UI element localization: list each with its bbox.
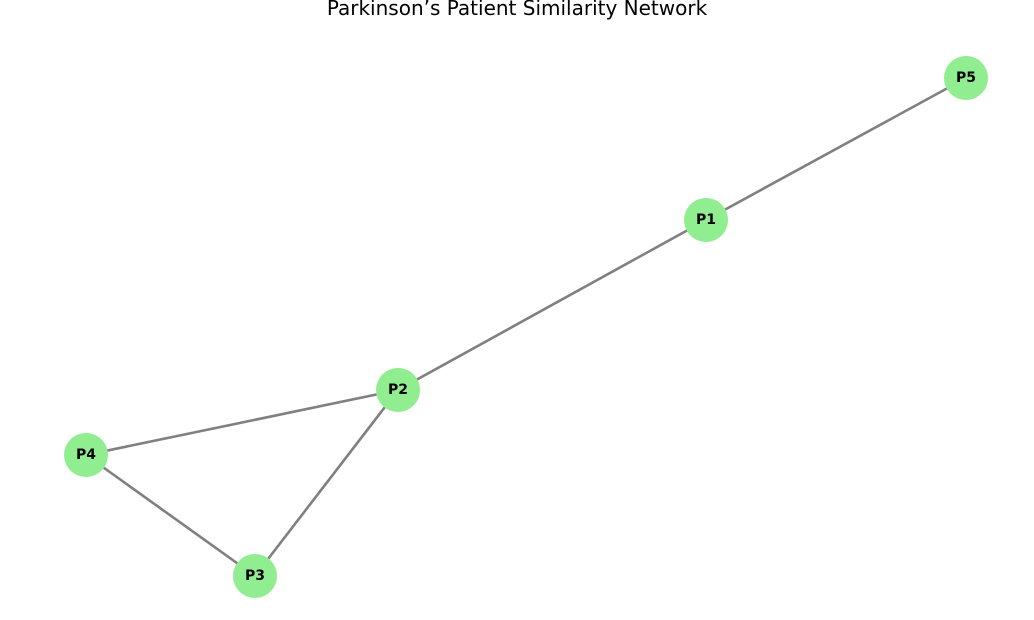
edge-p2-p3: [253, 389, 400, 577]
edge-p5-p1: [705, 76, 967, 222]
edge-p4-p3: [85, 453, 256, 578]
node-p2: P2: [376, 368, 420, 412]
node-p1: P1: [684, 198, 728, 242]
edge-p1-p2: [397, 218, 707, 392]
node-p5: P5: [944, 56, 988, 100]
nodes-layer: P1 P2 P3 P4 P5: [64, 56, 988, 598]
node-label: P2: [388, 382, 408, 398]
node-label: P3: [245, 568, 265, 584]
node-p3: P3: [233, 554, 277, 598]
node-circle: [233, 554, 277, 598]
edges-layer: [85, 76, 967, 578]
node-label: P1: [696, 212, 716, 228]
node-label: P5: [956, 70, 976, 86]
edge-p2-p4: [85, 388, 399, 457]
node-p4: P4: [64, 433, 108, 477]
node-label: P4: [76, 447, 96, 463]
diagram-title: Parkinson’s Patient Similarity Network: [326, 0, 708, 20]
node-circle: [376, 368, 420, 412]
node-circle: [684, 198, 728, 242]
node-circle: [64, 433, 108, 477]
node-circle: [944, 56, 988, 100]
